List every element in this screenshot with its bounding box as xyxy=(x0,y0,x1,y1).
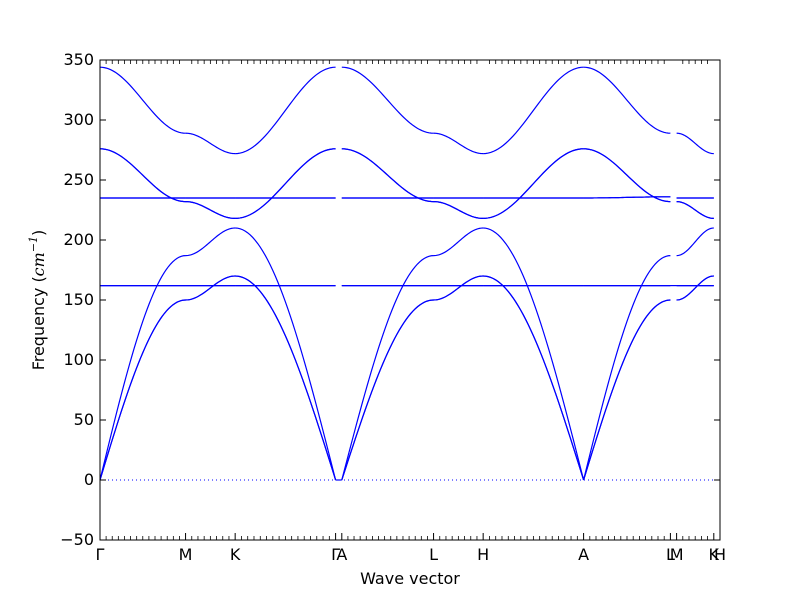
band-line-seg3-b1 xyxy=(341,299,434,481)
band-line-seg2-b8 xyxy=(235,148,336,219)
x-tick-label: K xyxy=(709,545,720,564)
band-line-seg0-b0 xyxy=(99,299,186,481)
band-line-seg1-b2 xyxy=(185,227,236,257)
band-line-seg7-b1 xyxy=(676,275,714,301)
band-line-seg2-b1 xyxy=(235,275,337,481)
band-line-seg5-b0 xyxy=(483,275,585,481)
band-line-seg7-b9 xyxy=(676,132,714,155)
x-tick-label: M xyxy=(670,545,684,564)
y-tick-label: −50 xyxy=(60,530,94,549)
x-tick-label: L xyxy=(666,545,675,564)
band-line-seg4-b9 xyxy=(433,132,484,155)
dispersion-curves xyxy=(99,66,714,481)
band-line-seg0-b1 xyxy=(99,299,186,481)
band-line-seg4-b8 xyxy=(433,201,484,219)
y-tick-label: 300 xyxy=(63,110,94,129)
band-line-seg0-b8 xyxy=(99,148,186,203)
band-line-seg5-b1 xyxy=(483,275,585,481)
x-tick-label: M xyxy=(179,545,193,564)
x-axis-ticks: Γ M K ΓA L H A LM KH xyxy=(96,60,726,564)
y-axis-label-suffix: ) xyxy=(29,230,48,236)
band-line-seg3-b9 xyxy=(341,66,434,134)
y-tick-label: 250 xyxy=(63,170,94,189)
band-line-seg5-b8 xyxy=(483,148,584,219)
y-axis-label-unit: cm xyxy=(29,252,48,276)
x-tick-label: H xyxy=(477,545,489,564)
band-line-seg2-b9 xyxy=(235,66,336,155)
x-tick-label: L xyxy=(429,545,438,564)
band-line-seg5-b2 xyxy=(483,227,585,481)
band-line-seg6-b9 xyxy=(583,66,671,134)
x-tick-label: Γ xyxy=(331,545,340,564)
band-line-seg6-b6 xyxy=(583,196,671,199)
band-line-seg4-b2 xyxy=(433,227,484,257)
y-axis-label: Frequency (cm−1) xyxy=(27,230,48,371)
band-line-seg2-b2 xyxy=(235,227,337,481)
band-line-seg2-b0 xyxy=(235,275,337,481)
y-tick-label: 200 xyxy=(63,230,94,249)
x-tick-label: A xyxy=(578,545,589,564)
x-tick-label: H xyxy=(714,545,726,564)
x-axis-label: Wave vector xyxy=(360,569,460,588)
y-axis-label-prefix: Frequency ( xyxy=(29,276,48,370)
band-line-seg3-b0 xyxy=(341,299,434,481)
band-line-seg1-b1 xyxy=(185,275,236,301)
y-axis-label-exponent: −1 xyxy=(27,236,40,252)
band-line-seg6-b1 xyxy=(583,299,671,481)
band-line-seg7-b8 xyxy=(676,201,714,219)
y-tick-label: 150 xyxy=(63,290,94,309)
band-line-seg0-b9 xyxy=(99,66,186,134)
band-line-seg1-b8 xyxy=(185,201,236,219)
y-tick-label: 50 xyxy=(74,410,94,429)
band-line-seg6-b2 xyxy=(583,255,671,481)
x-tick-label: A xyxy=(336,545,347,564)
band-line-seg5-b9 xyxy=(483,66,584,155)
band-line-seg7-b2 xyxy=(676,227,714,257)
band-line-seg6-b8 xyxy=(583,148,671,203)
band-line-seg3-b8 xyxy=(341,148,434,203)
band-line-seg6-b0 xyxy=(583,299,671,481)
y-tick-label: 100 xyxy=(63,350,94,369)
band-line-seg4-b1 xyxy=(433,275,484,301)
band-line-seg0-b2 xyxy=(99,255,186,481)
y-tick-label: 0 xyxy=(84,470,94,489)
band-line-seg3-b2 xyxy=(341,255,434,481)
band-line-seg1-b9 xyxy=(185,132,236,155)
y-axis-ticks: −50 0 50 100 150 200 250 300 350 xyxy=(60,50,720,549)
y-tick-label: 350 xyxy=(63,50,94,69)
x-tick-label: K xyxy=(230,545,241,564)
plot-frame xyxy=(99,59,721,541)
x-tick-label: Γ xyxy=(96,545,105,564)
